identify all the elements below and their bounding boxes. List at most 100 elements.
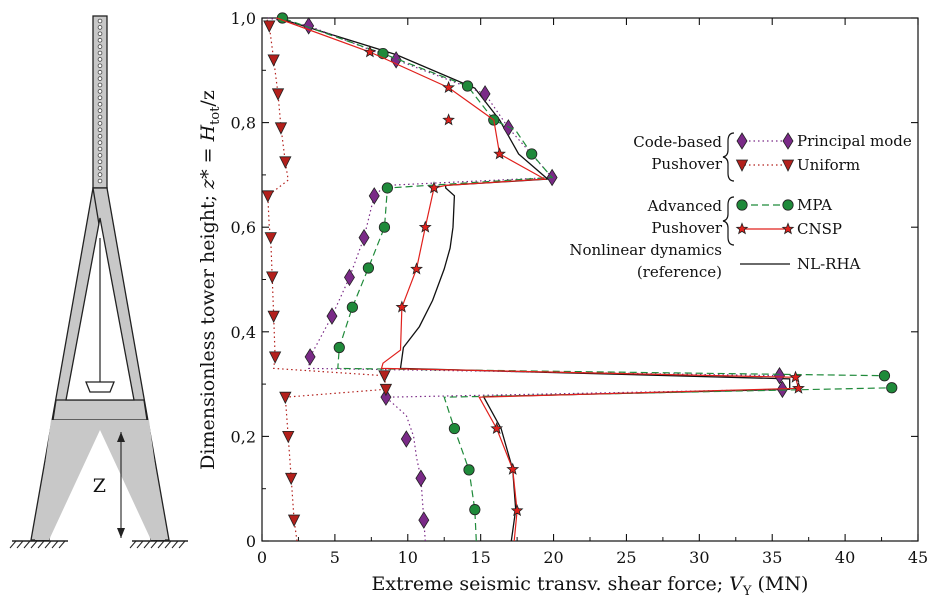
series-nl-rha bbox=[277, 17, 791, 542]
data-point-mpa bbox=[461, 80, 474, 92]
legend: Code-based Pushover Advanced Pushover No… bbox=[569, 132, 912, 281]
hatch-line bbox=[171, 540, 179, 549]
data-point-cnsp bbox=[510, 503, 524, 517]
legend-group-nonlinear-label-2: (reference) bbox=[637, 263, 722, 281]
x-tick-label: 15 bbox=[470, 548, 490, 567]
y-tick-label: 0,8 bbox=[231, 114, 256, 133]
hatch-line bbox=[150, 540, 158, 549]
data-point-mpa bbox=[463, 464, 475, 476]
hatch-line bbox=[143, 540, 151, 549]
data-point-mpa bbox=[886, 382, 898, 394]
data-point-mpa bbox=[346, 301, 358, 313]
data-point-uniform bbox=[279, 156, 292, 169]
data-point-mpa bbox=[378, 221, 391, 233]
hatch-line bbox=[129, 540, 137, 549]
hatch-line bbox=[58, 540, 66, 549]
mast-hole-icon bbox=[97, 153, 103, 158]
mast-hole-icon bbox=[97, 82, 103, 88]
hatch-line bbox=[164, 540, 172, 549]
legend-group-nonlinear-label-1: Nonlinear dynamics bbox=[569, 241, 722, 259]
data-point-cnsp bbox=[506, 462, 520, 475]
legend-entry-principal-mode: Principal mode bbox=[797, 132, 912, 150]
mast-holes bbox=[97, 18, 103, 184]
data-point-uniform bbox=[266, 271, 279, 284]
legend-brace bbox=[722, 196, 735, 246]
legend-marker-mpa bbox=[736, 199, 748, 211]
ground-hatch bbox=[9, 540, 186, 549]
hatch-line bbox=[178, 540, 186, 549]
data-point-mpa bbox=[448, 422, 461, 435]
data-point-uniform bbox=[267, 54, 280, 67]
x-tick-label: 30 bbox=[689, 548, 709, 567]
x-tick-label: 5 bbox=[330, 548, 340, 567]
data-point-cnsp bbox=[442, 113, 455, 126]
data-point-principal-mode bbox=[358, 228, 370, 247]
legend-group-advanced-label-1: Advanced bbox=[647, 197, 723, 215]
data-point-cnsp bbox=[363, 45, 377, 58]
legend-brace bbox=[722, 132, 735, 182]
data-point-principal-mode bbox=[418, 511, 430, 529]
data-point-principal-mode bbox=[368, 187, 380, 205]
y-tick-label: 0,2 bbox=[231, 427, 256, 446]
mast-hole-icon bbox=[97, 165, 103, 171]
data-point-principal-mode bbox=[479, 85, 491, 103]
data-point-mpa bbox=[377, 47, 389, 60]
data-point-uniform bbox=[285, 472, 298, 486]
data-point-cnsp bbox=[410, 262, 423, 275]
legend-marker-mpa bbox=[782, 199, 794, 211]
data-point-uniform bbox=[267, 310, 280, 324]
hatch-line bbox=[44, 540, 52, 549]
mast-hole-icon bbox=[97, 37, 103, 43]
series-line-nl-rha bbox=[277, 17, 791, 542]
data-point-uniform bbox=[274, 122, 288, 135]
legend-marker-uniform bbox=[735, 159, 749, 172]
legend-marker-principal-mode bbox=[782, 132, 794, 150]
data-point-cnsp bbox=[395, 300, 409, 313]
data-point-principal-mode bbox=[415, 469, 427, 487]
data-point-principal-mode bbox=[304, 348, 316, 366]
data-point-uniform bbox=[287, 514, 301, 527]
mast-hole-icon bbox=[97, 108, 103, 113]
mast-hole-icon bbox=[97, 178, 103, 184]
mast-hole-icon bbox=[97, 76, 103, 81]
data-point-cnsp bbox=[490, 421, 504, 434]
data-point-principal-mode bbox=[303, 17, 315, 35]
x-tick-label: 40 bbox=[835, 548, 855, 567]
mast-hole-icon bbox=[97, 172, 103, 177]
mast-hole-icon bbox=[97, 146, 103, 152]
mast-hole-icon bbox=[97, 127, 103, 133]
mast-hole-icon bbox=[97, 18, 103, 24]
mast-hole-icon bbox=[97, 133, 103, 139]
data-point-uniform bbox=[379, 383, 393, 397]
legend-entry-uniform: Uniform bbox=[797, 156, 860, 174]
y-tick-label: 0,4 bbox=[231, 323, 256, 342]
legend-marker-uniform bbox=[781, 159, 795, 172]
data-point-principal-mode bbox=[774, 366, 785, 385]
mast-hole-icon bbox=[97, 57, 103, 62]
hatch-line bbox=[51, 540, 59, 549]
y-axis-title: Dimensionless tower height; z* = Htot/z bbox=[197, 90, 223, 470]
hatch-line bbox=[16, 540, 24, 549]
mast-hole-icon bbox=[97, 140, 103, 145]
mast-hole-icon bbox=[97, 89, 103, 94]
x-axis-title: Extreme seismic transv. shear force; VY … bbox=[372, 573, 809, 599]
series-mpa bbox=[276, 12, 898, 542]
mast-hole-icon bbox=[97, 69, 103, 75]
axis-ticks: 0 5 10 15 20 25 30 35 40 45 0 0,2 0,4 0,6 0,8 1,0 bbox=[231, 9, 929, 567]
series-cnsp bbox=[276, 17, 805, 542]
x-tick-label: 20 bbox=[543, 548, 563, 567]
mast-hole-icon bbox=[97, 101, 103, 107]
mast-hole-icon bbox=[97, 50, 103, 56]
series-line-principal-mode bbox=[267, 17, 784, 542]
data-point-principal-mode bbox=[380, 388, 392, 406]
data-point-cnsp bbox=[792, 381, 805, 394]
data-point-uniform bbox=[268, 351, 282, 364]
data-point-mpa bbox=[333, 341, 345, 354]
data-point-mpa bbox=[362, 262, 375, 274]
mast-hole-icon bbox=[97, 114, 103, 120]
legend-marker-principal-mode bbox=[736, 132, 748, 150]
mast-hole-icon bbox=[97, 95, 103, 101]
mast-hole-icon bbox=[97, 63, 103, 69]
data-point-uniform bbox=[264, 232, 277, 245]
